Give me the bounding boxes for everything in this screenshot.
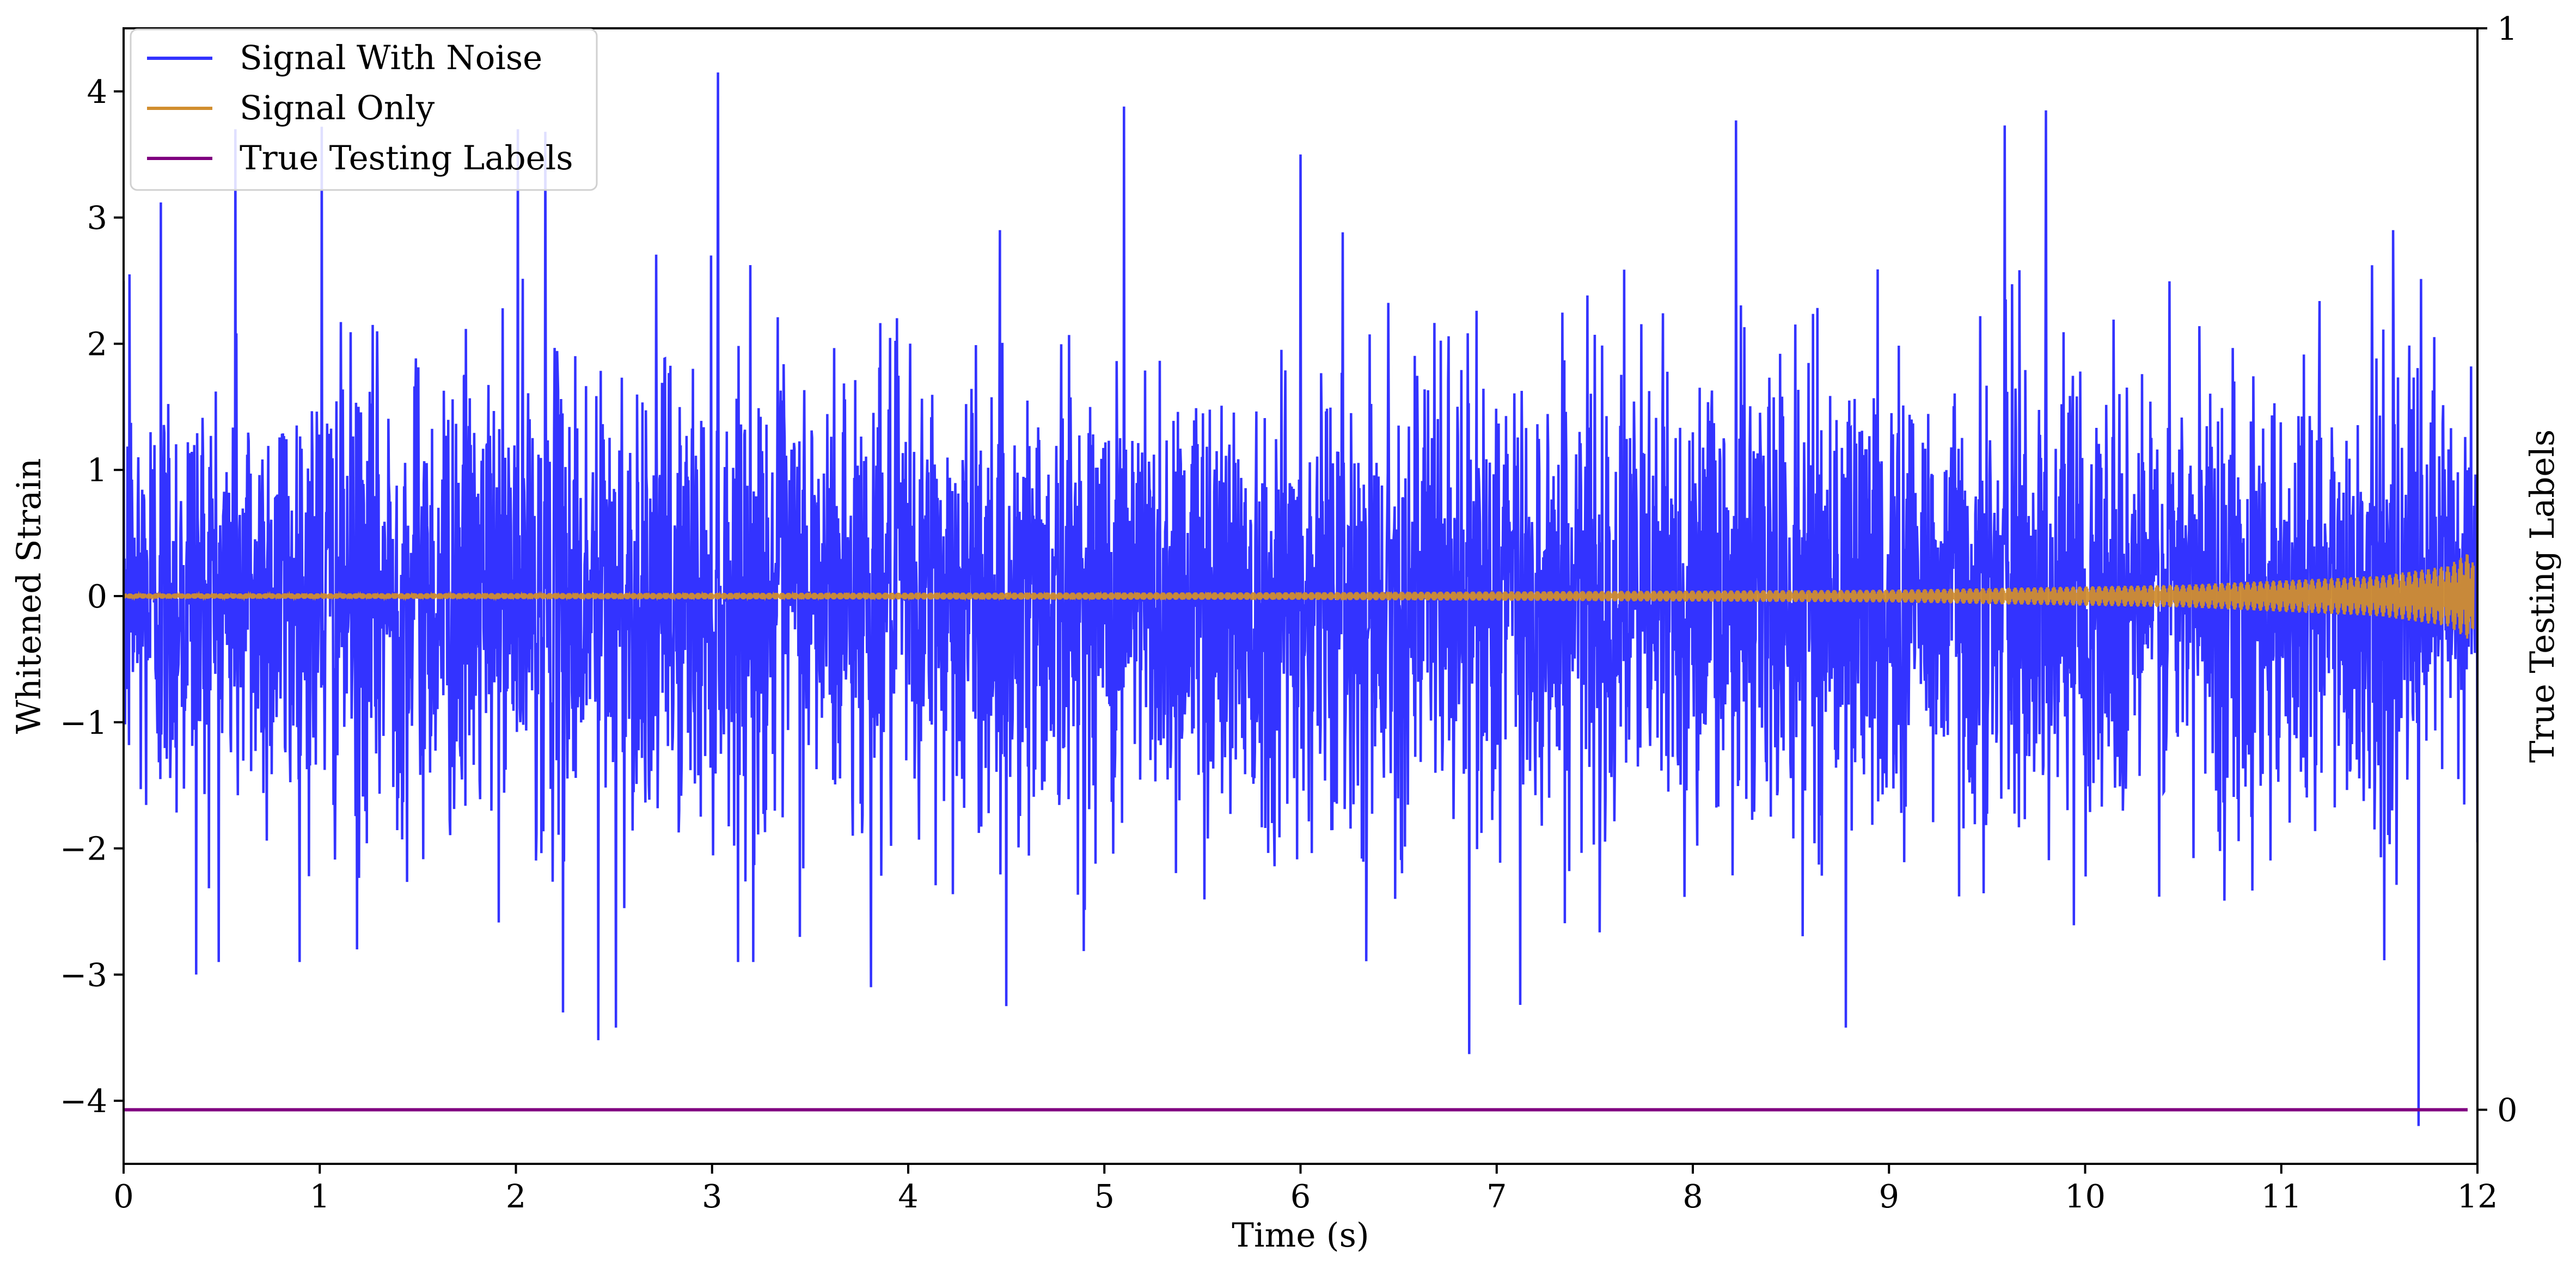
y-tick-label: 1 xyxy=(87,451,107,489)
legend-label: True Testing Labels xyxy=(240,139,573,177)
y-tick-label: −1 xyxy=(60,704,107,741)
x-tick-label: 10 xyxy=(2065,1177,2106,1215)
y-tick-label: 4 xyxy=(87,73,107,111)
series-signal-with-noise xyxy=(124,72,2477,1126)
y-tick-label: −3 xyxy=(60,956,107,993)
legend-label: Signal Only xyxy=(240,89,435,127)
legend: Signal With Noise Signal Only True Testing… xyxy=(130,28,598,191)
x-tick-label: 11 xyxy=(2261,1177,2302,1215)
x-tick-label: 7 xyxy=(1486,1177,1507,1215)
legend-box xyxy=(130,28,598,191)
x-tick-label: 1 xyxy=(309,1177,330,1215)
x-axis-label: Time (s) xyxy=(1232,1216,1369,1255)
y-right-tick-label: 1 xyxy=(2497,10,2518,47)
y-tick-label: 2 xyxy=(87,325,107,363)
y-axis-right-label: True Testing Labels xyxy=(2523,430,2562,763)
y-tick-label: −2 xyxy=(60,830,107,868)
x-tick-label: 4 xyxy=(898,1177,919,1215)
x-tick-label: 5 xyxy=(1094,1177,1115,1215)
y-right-tick-label: 0 xyxy=(2497,1091,2518,1129)
legend-label: Signal With Noise xyxy=(240,39,542,77)
x-tick-label: 3 xyxy=(702,1177,723,1215)
signal-only-line xyxy=(124,554,2475,639)
series-signal-only xyxy=(124,554,2475,639)
x-tick-label: 0 xyxy=(113,1177,134,1215)
x-tick-label: 12 xyxy=(2457,1177,2498,1215)
signal-with-noise-line xyxy=(124,72,2477,1126)
y-tick-label: 0 xyxy=(87,578,107,615)
x-tick-label: 2 xyxy=(506,1177,527,1215)
y-tick-label: 3 xyxy=(87,199,107,237)
y-tick-label: −4 xyxy=(60,1082,107,1120)
x-tick-label: 9 xyxy=(1879,1177,1899,1215)
x-tick-label: 6 xyxy=(1290,1177,1311,1215)
y-axis-label: Whitened Strain xyxy=(10,458,48,734)
x-tick-label: 8 xyxy=(1682,1177,1703,1215)
